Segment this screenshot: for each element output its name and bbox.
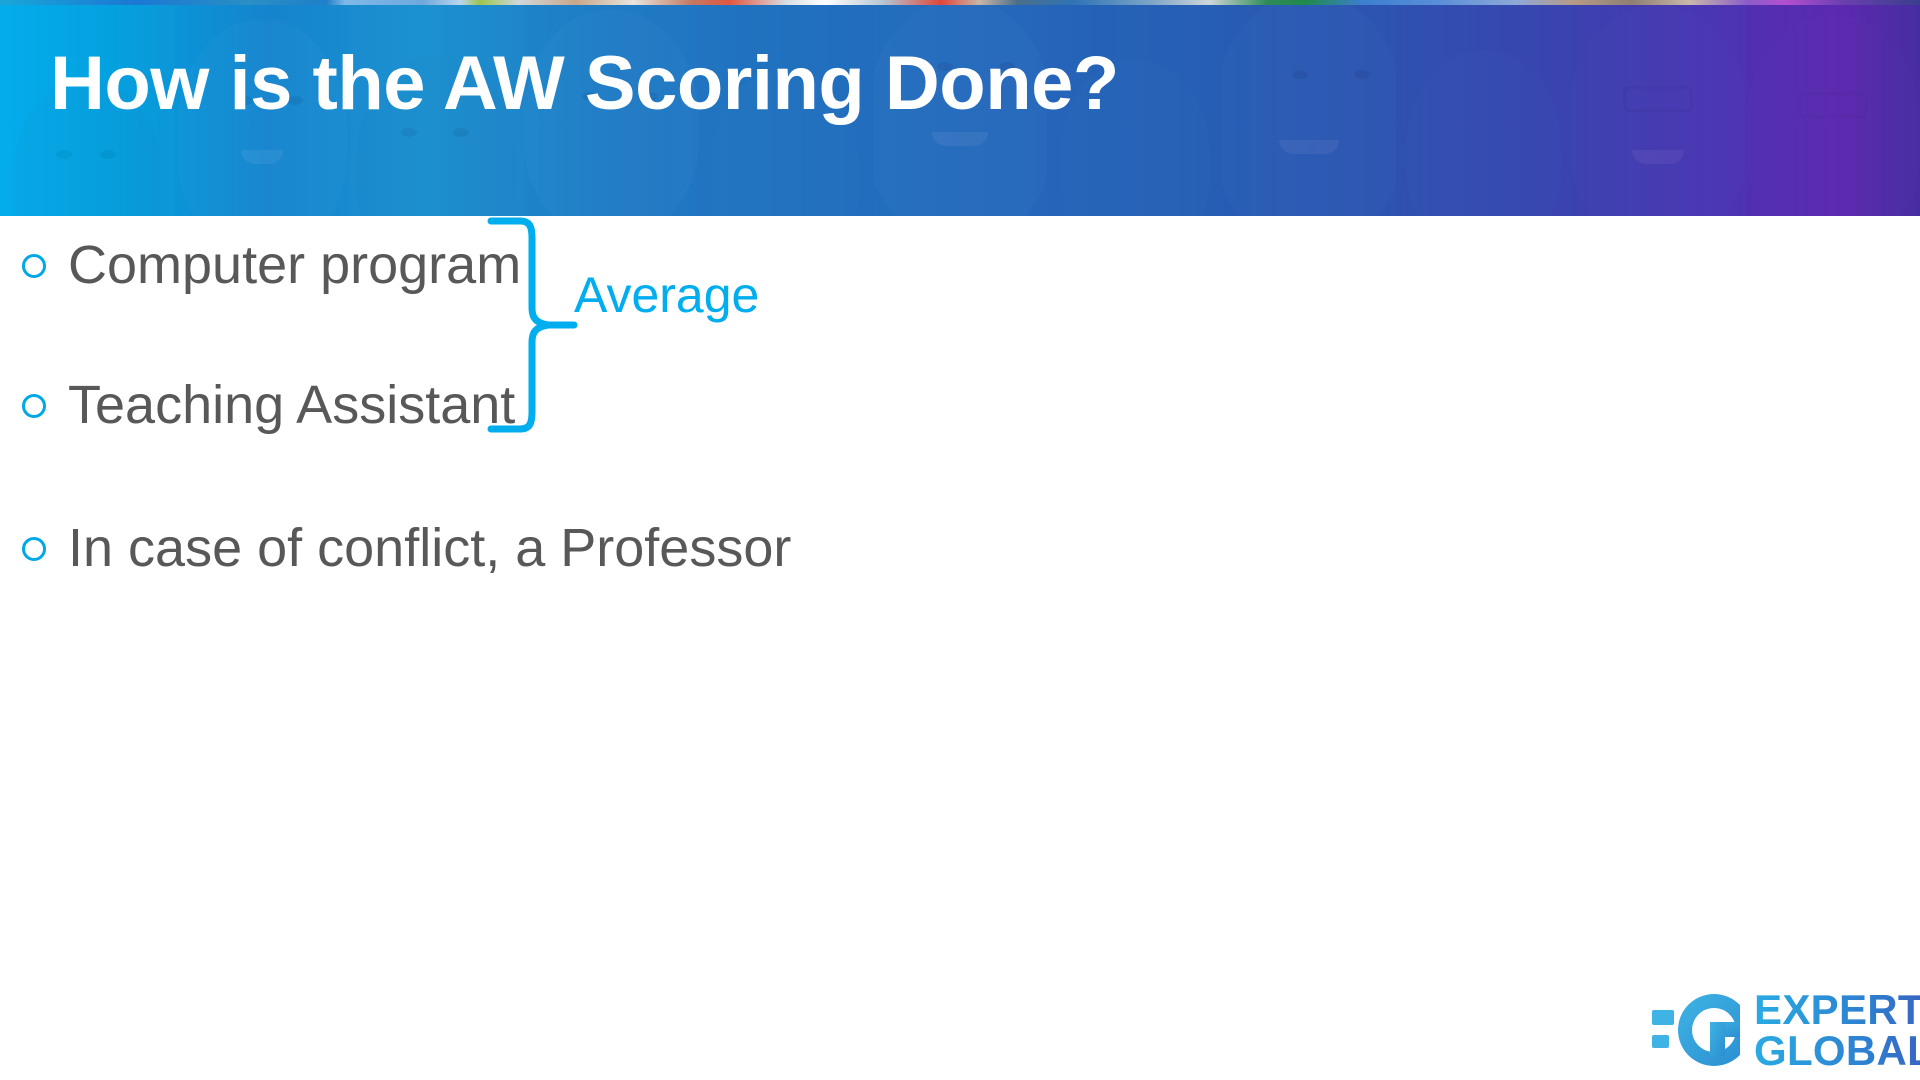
logo-line-global: GLOBAL — [1754, 1029, 1920, 1071]
logo-wordmark: EXPERTS' GLOBAL — [1754, 988, 1920, 1071]
experts-global-logo[interactable]: EXPERTS' GLOBAL — [1652, 988, 1920, 1072]
average-label: Average — [574, 267, 760, 323]
average-annotation-group: Average — [486, 216, 759, 436]
list-item-label: Teaching Assistant — [68, 375, 516, 435]
hollow-circle-bullet-icon — [22, 393, 46, 418]
header-banner: How is the AW Scoring Done? — [0, 0, 1920, 216]
experts-global-g-mark-icon — [1652, 994, 1740, 1066]
page-title: How is the AW Scoring Done? — [50, 41, 1119, 126]
header-top-color-strip — [0, 0, 1920, 5]
list-item-label: Computer program — [68, 235, 522, 295]
slide-content: Computer program Teaching Assistant In c… — [0, 216, 1920, 1080]
header-gradient-overlay — [0, 0, 1920, 216]
hollow-circle-bullet-icon — [22, 536, 46, 561]
list-item: In case of conflict, a Professor — [22, 518, 792, 578]
logo-line-experts: EXPERTS' — [1754, 988, 1920, 1030]
list-item: Teaching Assistant — [22, 375, 516, 435]
list-item-label: In case of conflict, a Professor — [68, 518, 792, 578]
curly-brace-icon — [487, 217, 578, 433]
hollow-circle-bullet-icon — [22, 253, 46, 278]
list-item: Computer program — [22, 235, 522, 295]
